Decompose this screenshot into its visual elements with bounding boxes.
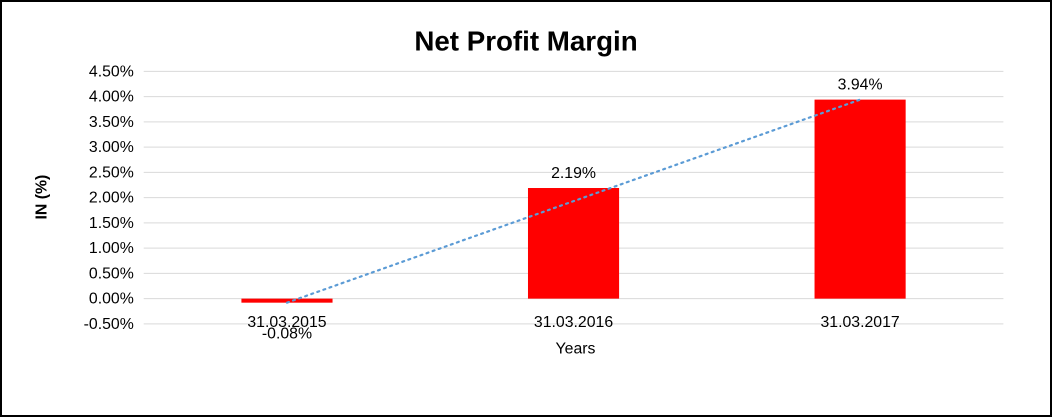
x-axis-tick-labels: 31.03.2015 31.03.2016 31.03.2017	[247, 314, 899, 331]
x-tick-label: 31.03.2015	[247, 314, 326, 331]
bar-31.03.2015	[241, 298, 333, 303]
data-labels: -0.08% 2.19% 3.94%	[262, 77, 883, 343]
bar-31.03.2016	[527, 188, 620, 299]
y-tick-label: 1.00%	[89, 240, 134, 257]
data-label: -0.08%	[262, 325, 312, 342]
y-tick-label: 4.50%	[89, 63, 134, 80]
y-tick-label: 2.00%	[89, 190, 134, 207]
y-tick-label: -0.50%	[84, 316, 134, 333]
data-label: 2.19%	[551, 165, 596, 182]
x-tick-label: 31.03.2017	[820, 314, 899, 331]
trendline	[285, 98, 862, 304]
x-axis-title: Years	[556, 341, 596, 358]
y-tick-label: 2.50%	[89, 164, 134, 181]
y-tick-label: 1.50%	[89, 215, 134, 232]
y-tick-label: 0.50%	[89, 265, 134, 282]
x-tick-label: 31.03.2016	[534, 314, 613, 331]
y-tick-label: 0.00%	[89, 291, 134, 308]
y-axis-title: IN (%)	[34, 175, 51, 220]
chart-title: Net Profit Margin	[414, 26, 637, 57]
trendline-group	[285, 98, 862, 304]
y-tick-label: 4.00%	[89, 89, 134, 106]
y-tick-label: 3.00%	[89, 139, 134, 156]
bar-31.03.2017	[814, 99, 906, 299]
data-label: 3.94%	[838, 77, 883, 94]
y-axis-tick-labels: -0.50% 0.00% 0.50% 1.00% 1.50% 2.00% 2.50% 3.00…	[84, 63, 134, 333]
bar-series	[241, 99, 906, 303]
y-tick-label: 3.50%	[89, 114, 134, 131]
